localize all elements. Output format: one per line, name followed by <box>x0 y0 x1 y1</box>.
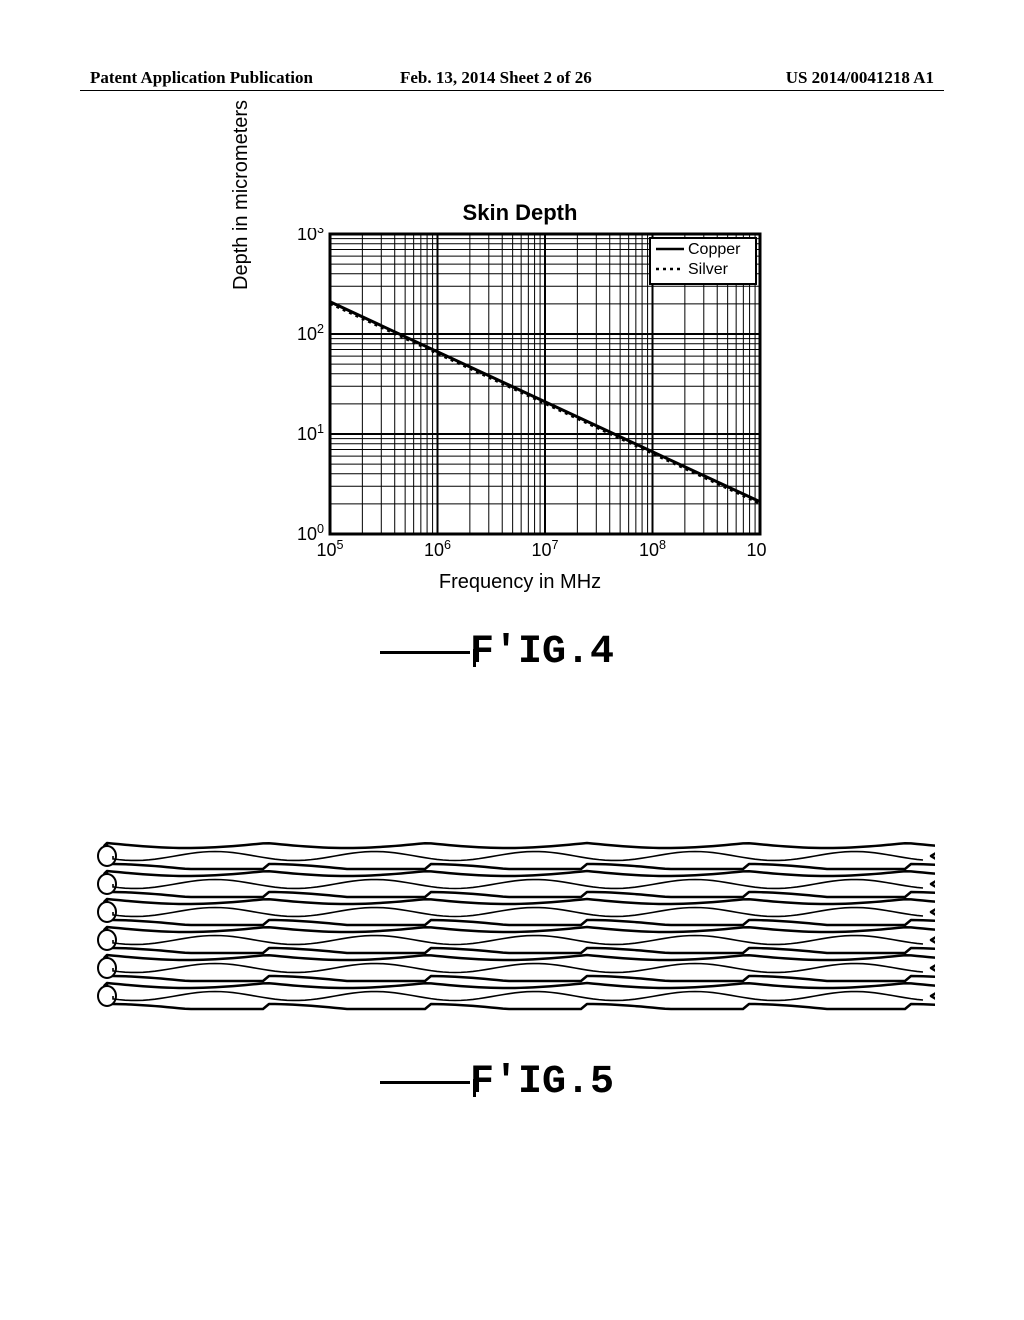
figure-5-text: IG.5 <box>518 1060 614 1105</box>
skin-depth-chart: Skin Depth Depth in micrometers 10510610… <box>270 200 770 580</box>
y-axis-label: Depth in micrometers <box>230 100 253 290</box>
header-center: Feb. 13, 2014 Sheet 2 of 26 <box>400 68 592 88</box>
header-right: US 2014/0041218 A1 <box>786 68 934 88</box>
chart-plot: 105106107108109100101102103CopperSilver <box>270 228 766 562</box>
svg-text:109: 109 <box>746 538 766 560</box>
svg-text:101: 101 <box>297 422 324 444</box>
figure-5-diagram <box>95 840 935 1014</box>
svg-text:105: 105 <box>316 538 343 560</box>
svg-text:102: 102 <box>297 322 324 344</box>
svg-text:106: 106 <box>424 538 451 560</box>
header-left: Patent Application Publication <box>90 68 313 88</box>
svg-text:Silver: Silver <box>688 261 729 278</box>
header-rule <box>80 90 944 91</box>
x-axis-label: Frequency in MHz <box>270 571 770 594</box>
svg-text:103: 103 <box>297 228 324 244</box>
figure-5-caption: F'IG.5 <box>380 1060 614 1105</box>
svg-text:107: 107 <box>531 538 558 560</box>
figure-4-text: IG.4 <box>518 630 614 675</box>
svg-text:108: 108 <box>639 538 666 560</box>
figure-4-caption: F'IG.4 <box>380 630 614 675</box>
chart-title: Skin Depth <box>270 200 770 226</box>
svg-text:Copper: Copper <box>688 241 741 258</box>
